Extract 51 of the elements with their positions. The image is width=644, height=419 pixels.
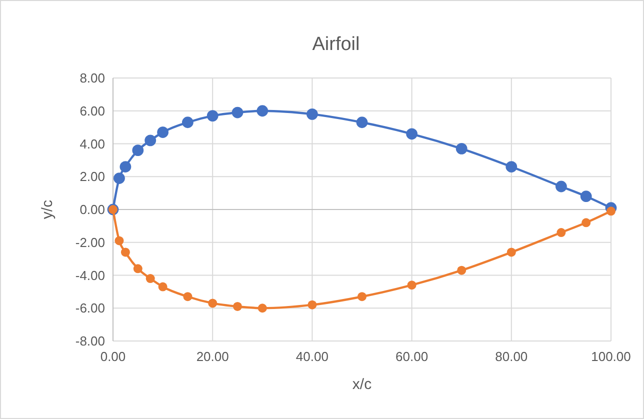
point [114, 236, 124, 246]
point [582, 218, 591, 228]
y-tick-label: 0.00 [80, 202, 105, 218]
x-axis-title: x/c [352, 376, 372, 393]
point [306, 108, 318, 120]
x-tick-label: 0.00 [100, 349, 126, 364]
point [456, 142, 468, 154]
point [356, 116, 368, 128]
point [506, 161, 518, 172]
y-tick-label: -2.00 [75, 234, 105, 250]
point [206, 110, 218, 122]
y-tick-label: -6.00 [75, 300, 105, 316]
point [407, 280, 416, 290]
point [158, 282, 168, 292]
point [258, 304, 267, 313]
point [233, 302, 242, 311]
y-tick-label: -8.00 [75, 334, 105, 349]
point [580, 190, 592, 202]
y-tick-label: 2.00 [80, 169, 105, 184]
point [506, 248, 516, 257]
point [132, 144, 144, 156]
point [256, 105, 268, 117]
point [144, 134, 156, 146]
y-tick-label: 8.00 [80, 70, 105, 86]
point [183, 292, 192, 302]
point [120, 161, 132, 172]
point [133, 264, 142, 274]
point [606, 206, 616, 216]
point [114, 172, 125, 184]
chart-title: Airfoil [312, 34, 360, 55]
x-tick-label: 80.00 [495, 349, 528, 364]
x-tick-label: 100.00 [591, 349, 631, 364]
point [358, 292, 366, 302]
point [232, 106, 244, 118]
point [208, 298, 218, 308]
point [157, 126, 168, 138]
y-tick-label: -4.00 [75, 268, 105, 283]
point [120, 248, 130, 257]
point [556, 228, 566, 238]
point [556, 180, 567, 192]
x-tick-label: 40.00 [296, 349, 328, 364]
x-tick-label: 60.00 [396, 349, 428, 364]
y-tick-label: 6.00 [80, 103, 105, 118]
point [146, 274, 155, 284]
point [308, 300, 317, 310]
point [457, 266, 466, 275]
x-tick-label: 20.00 [196, 349, 229, 364]
y-axis-title: y/c [39, 199, 56, 220]
y-tick-label: 4.00 [80, 136, 105, 152]
point [182, 116, 194, 128]
point [406, 128, 418, 140]
